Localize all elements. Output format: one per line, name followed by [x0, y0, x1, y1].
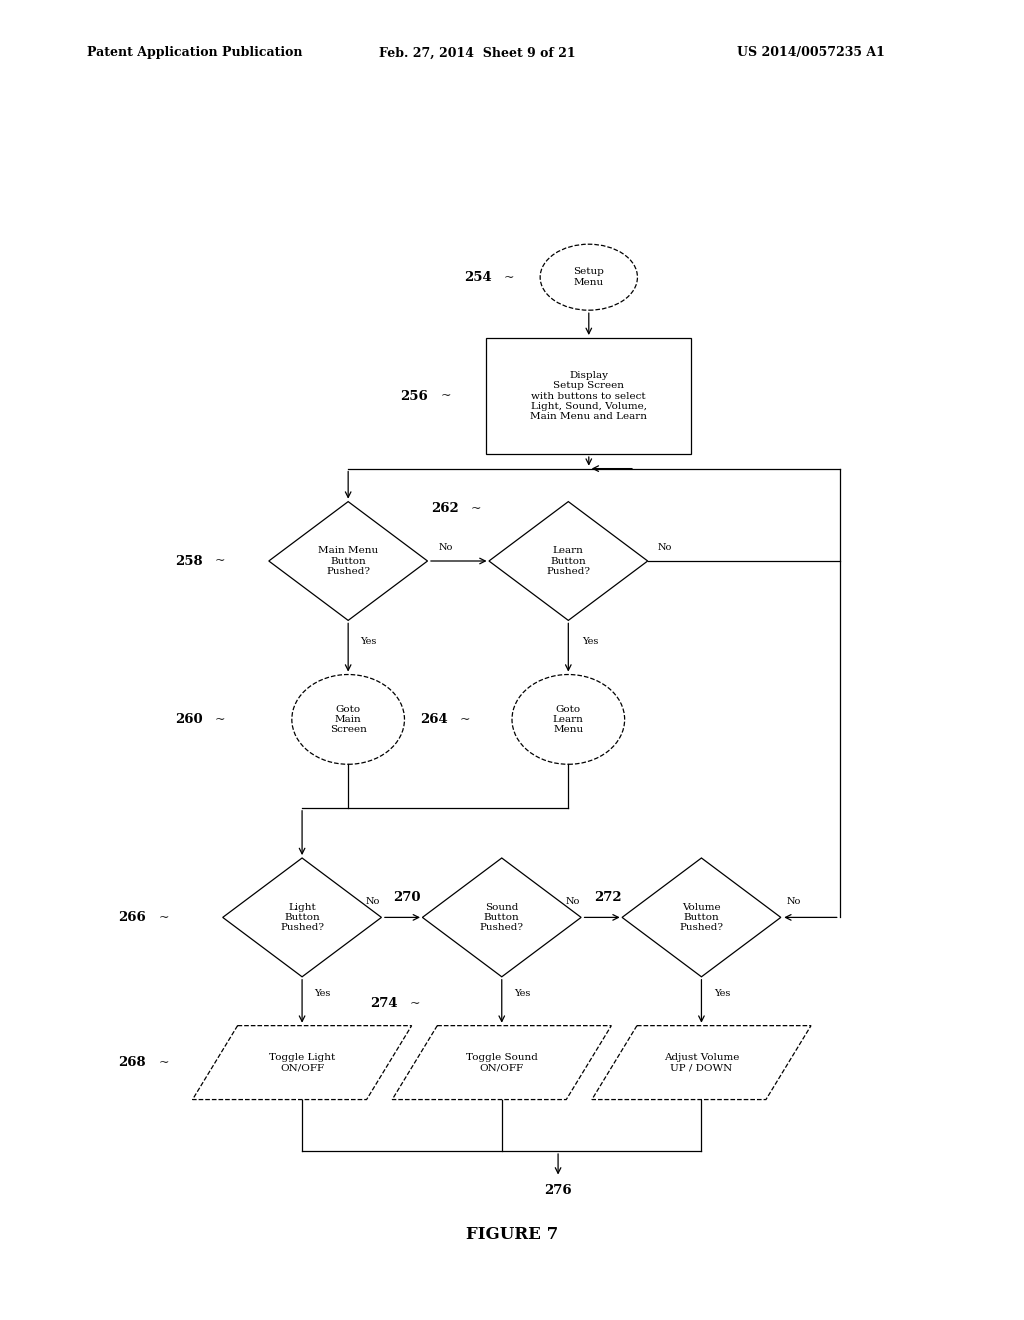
- Text: 266: 266: [118, 911, 145, 924]
- Text: ~: ~: [471, 502, 481, 515]
- Text: Yes: Yes: [582, 638, 598, 645]
- Text: Light
Button
Pushed?: Light Button Pushed?: [281, 903, 324, 932]
- Text: 258: 258: [175, 554, 203, 568]
- Text: ~: ~: [159, 1056, 169, 1069]
- Text: ~: ~: [504, 271, 514, 284]
- Text: No: No: [438, 544, 453, 552]
- Text: Toggle Sound
ON/OFF: Toggle Sound ON/OFF: [466, 1053, 538, 1072]
- Text: Sound
Button
Pushed?: Sound Button Pushed?: [480, 903, 523, 932]
- Text: 270: 270: [393, 891, 421, 904]
- Text: No: No: [565, 898, 580, 906]
- Text: Toggle Light
ON/OFF: Toggle Light ON/OFF: [269, 1053, 335, 1072]
- Text: Yes: Yes: [514, 990, 530, 998]
- Text: No: No: [786, 898, 801, 906]
- Text: No: No: [366, 898, 380, 906]
- Text: ~: ~: [440, 389, 451, 403]
- Text: Adjust Volume
UP / DOWN: Adjust Volume UP / DOWN: [664, 1053, 739, 1072]
- Text: Display
Setup Screen
with buttons to select
Light, Sound, Volume,
Main Menu and : Display Setup Screen with buttons to sel…: [530, 371, 647, 421]
- Text: 276: 276: [545, 1184, 571, 1197]
- Text: US 2014/0057235 A1: US 2014/0057235 A1: [737, 46, 885, 59]
- Text: Yes: Yes: [360, 638, 377, 645]
- Text: Yes: Yes: [714, 990, 730, 998]
- Text: Learn
Button
Pushed?: Learn Button Pushed?: [547, 546, 590, 576]
- Text: 260: 260: [175, 713, 203, 726]
- Text: 272: 272: [594, 891, 622, 904]
- Text: No: No: [657, 544, 672, 552]
- Text: Setup
Menu: Setup Menu: [573, 268, 604, 286]
- Text: Yes: Yes: [314, 990, 331, 998]
- Text: Feb. 27, 2014  Sheet 9 of 21: Feb. 27, 2014 Sheet 9 of 21: [379, 46, 575, 59]
- Text: Goto
Main
Screen: Goto Main Screen: [330, 705, 367, 734]
- Text: ~: ~: [460, 713, 470, 726]
- Text: FIGURE 7: FIGURE 7: [466, 1226, 558, 1242]
- Text: ~: ~: [410, 997, 420, 1010]
- Text: Volume
Button
Pushed?: Volume Button Pushed?: [680, 903, 723, 932]
- Text: Main Menu
Button
Pushed?: Main Menu Button Pushed?: [318, 546, 378, 576]
- Bar: [486, 338, 691, 454]
- Text: 268: 268: [118, 1056, 145, 1069]
- Text: Goto
Learn
Menu: Goto Learn Menu: [553, 705, 584, 734]
- Text: 274: 274: [370, 997, 397, 1010]
- Text: 254: 254: [464, 271, 492, 284]
- Text: Patent Application Publication: Patent Application Publication: [87, 46, 302, 59]
- Text: 262: 262: [431, 502, 459, 515]
- Text: 264: 264: [420, 713, 447, 726]
- Text: ~: ~: [215, 554, 225, 568]
- Text: 256: 256: [400, 389, 428, 403]
- Text: ~: ~: [159, 911, 169, 924]
- Text: ~: ~: [215, 713, 225, 726]
